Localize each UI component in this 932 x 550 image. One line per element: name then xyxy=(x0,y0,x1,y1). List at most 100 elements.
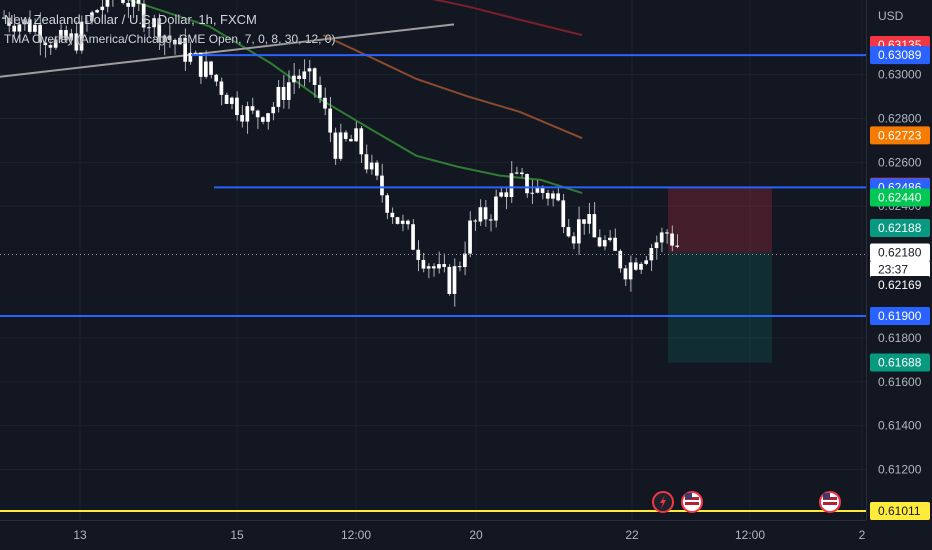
candle[interactable] xyxy=(411,219,415,251)
trend-line[interactable] xyxy=(0,23,455,78)
economic-event-icon[interactable] xyxy=(652,491,674,513)
candle[interactable] xyxy=(48,39,53,55)
candle[interactable] xyxy=(33,18,37,35)
candle[interactable] xyxy=(302,59,307,87)
candle[interactable] xyxy=(136,0,141,12)
candle[interactable] xyxy=(665,229,669,244)
candle[interactable] xyxy=(178,34,182,45)
candle[interactable] xyxy=(100,0,105,19)
candle[interactable] xyxy=(561,193,566,234)
candle[interactable] xyxy=(426,263,431,279)
candle[interactable] xyxy=(406,219,410,230)
candle[interactable] xyxy=(167,24,172,48)
candle[interactable] xyxy=(338,123,343,161)
time-axis[interactable]: 13 15 12:00 20 22 12:00 2 xyxy=(0,520,866,550)
candle[interactable] xyxy=(121,0,125,5)
candle[interactable] xyxy=(105,0,110,13)
candle[interactable] xyxy=(592,202,597,238)
candle[interactable] xyxy=(276,79,281,113)
candle[interactable] xyxy=(385,193,389,220)
candle[interactable] xyxy=(447,264,452,296)
candle[interactable] xyxy=(198,52,203,84)
candle[interactable] xyxy=(582,219,586,235)
candle[interactable] xyxy=(147,22,151,37)
candle[interactable] xyxy=(162,34,167,56)
us-flag-icon[interactable] xyxy=(681,491,703,513)
candle[interactable] xyxy=(152,14,156,40)
candle[interactable] xyxy=(84,16,89,32)
price-label-0.61688[interactable]: 0.61688 xyxy=(870,353,930,372)
symbol-title[interactable]: New Zealand Dollar / U.S. Dollar, 1h, FX… xyxy=(4,12,257,27)
candle[interactable] xyxy=(328,96,333,143)
price-label-0.62169[interactable]: 0.62169 xyxy=(870,276,930,294)
price-label-0.62723[interactable]: 0.62723 xyxy=(870,126,930,145)
candle[interactable] xyxy=(649,243,654,272)
candle[interactable] xyxy=(483,199,488,227)
candle[interactable] xyxy=(79,15,84,54)
candle[interactable] xyxy=(597,229,602,248)
candle[interactable] xyxy=(12,14,17,40)
candle[interactable] xyxy=(292,62,296,94)
candle[interactable] xyxy=(675,234,680,249)
candle[interactable] xyxy=(608,229,612,242)
candle[interactable] xyxy=(639,261,643,275)
candle[interactable] xyxy=(38,12,42,56)
candle[interactable] xyxy=(602,235,607,251)
candle[interactable] xyxy=(240,105,244,128)
price-label-0.62180[interactable]: 0.62180 23:37 xyxy=(870,243,930,278)
candle[interactable] xyxy=(369,154,374,175)
candle[interactable] xyxy=(374,160,379,181)
candle[interactable] xyxy=(457,261,462,272)
candle[interactable] xyxy=(400,214,405,232)
candle[interactable] xyxy=(556,186,560,202)
candle[interactable] xyxy=(644,256,648,266)
candle[interactable] xyxy=(333,127,338,165)
candle[interactable] xyxy=(442,253,446,273)
candle[interactable] xyxy=(390,207,395,224)
candle[interactable] xyxy=(525,173,529,198)
candle[interactable] xyxy=(395,216,400,225)
candle[interactable] xyxy=(551,190,555,207)
candle[interactable] xyxy=(520,167,524,178)
candle[interactable] xyxy=(514,166,519,175)
candle[interactable] xyxy=(58,24,63,43)
candle[interactable] xyxy=(261,116,265,125)
candle[interactable] xyxy=(90,10,94,25)
candle[interactable] xyxy=(452,258,457,307)
candle[interactable] xyxy=(172,38,177,55)
candle[interactable] xyxy=(111,0,115,7)
candle[interactable] xyxy=(613,228,617,252)
stop-loss-zone[interactable] xyxy=(668,187,772,253)
candle[interactable] xyxy=(126,0,130,19)
candle[interactable] xyxy=(437,251,441,274)
candle[interactable] xyxy=(307,59,312,83)
candle[interactable] xyxy=(473,218,478,231)
candle[interactable] xyxy=(317,76,322,103)
candle[interactable] xyxy=(74,21,79,54)
candle[interactable] xyxy=(157,13,162,50)
candle[interactable] xyxy=(69,28,74,46)
candle[interactable] xyxy=(255,109,260,129)
candle[interactable] xyxy=(17,20,22,42)
candle[interactable] xyxy=(530,179,535,204)
indicator-legend[interactable]: TMA Overlay (America/Chicago, CME Open, … xyxy=(4,32,336,46)
price-label-0.62440[interactable]: 0.62440 xyxy=(870,188,930,207)
candle[interactable] xyxy=(633,257,638,271)
candle[interactable] xyxy=(22,18,27,31)
candle[interactable] xyxy=(27,10,32,34)
price-label-0.61011[interactable]: 0.61011 xyxy=(870,502,930,520)
candle[interactable] xyxy=(654,235,659,260)
candle[interactable] xyxy=(214,73,219,87)
candle[interactable] xyxy=(628,255,633,292)
candle[interactable] xyxy=(571,232,576,250)
candle[interactable] xyxy=(312,67,317,98)
candle[interactable] xyxy=(219,77,224,106)
candle[interactable] xyxy=(576,206,581,255)
candle[interactable] xyxy=(53,35,58,50)
price-label-0.61900[interactable]: 0.61900 xyxy=(870,306,930,325)
candle[interactable] xyxy=(416,240,421,272)
candle[interactable] xyxy=(566,218,571,238)
price-label-0.63089[interactable]: 0.63089 xyxy=(870,46,930,65)
take-profit-zone[interactable] xyxy=(668,252,772,363)
candle[interactable] xyxy=(131,0,136,19)
